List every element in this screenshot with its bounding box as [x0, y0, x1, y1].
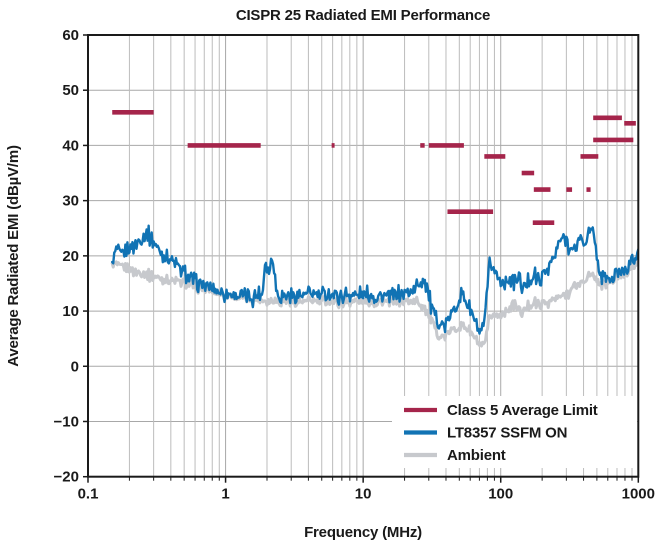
y-tick-label: 30 [62, 193, 79, 210]
y-tick-label: 50 [62, 82, 79, 99]
series-line-lt8357-ssfm-on [111, 224, 639, 335]
x-tick-label: 0.1 [78, 486, 99, 503]
y-tick-label: −20 [54, 469, 79, 486]
legend-label: LT8357 SSFM ON [447, 425, 567, 442]
legend-label: Class 5 Average Limit [447, 402, 598, 419]
y-tick-label: 0 [71, 358, 79, 375]
y-tick-label: 10 [62, 303, 79, 320]
y-axis-title: Average Radiated EMI (dBµV/m) [5, 145, 22, 367]
y-tick-label: 20 [62, 248, 79, 265]
series-layer [110, 109, 639, 348]
x-tick-label: 1 [221, 486, 229, 503]
y-tick-label: 40 [62, 137, 79, 154]
legend: Class 5 Average Limit LT8357 SSFM ON Ambie… [392, 396, 637, 468]
x-axis-title: Frequency (MHz) [304, 524, 422, 541]
legend-label: Ambient [447, 447, 506, 464]
x-tick-label: 1000 [622, 486, 655, 503]
y-tick-label: 60 [62, 27, 79, 44]
y-tick-label: −10 [54, 413, 79, 430]
x-tick-label: 10 [355, 486, 372, 503]
x-tick-label: 100 [488, 486, 513, 503]
chart-title: CISPR 25 Radiated EMI Performance [236, 7, 490, 24]
